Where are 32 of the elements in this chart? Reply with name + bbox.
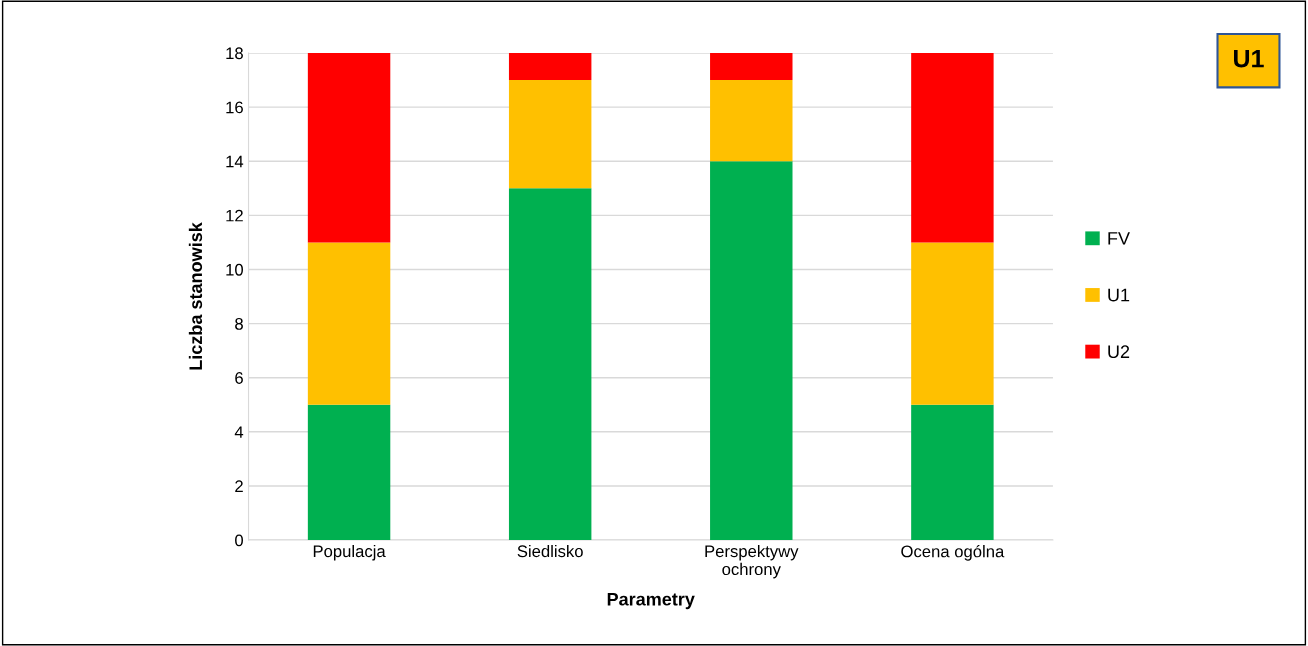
bar	[911, 404, 994, 541]
y-tick-label: 12	[226, 209, 243, 222]
bar	[710, 161, 793, 541]
text: U1	[1234, 49, 1264, 68]
legend-label: U1	[1108, 288, 1130, 302]
legend-label: U2	[1108, 345, 1130, 359]
x-axis-title: Parametry	[607, 592, 695, 610]
x-tick-label: Populacja	[313, 544, 386, 561]
bar	[307, 404, 391, 541]
bar	[508, 80, 592, 189]
bar	[710, 80, 793, 162]
x-tick-label: Ocena ogólna	[901, 544, 1005, 561]
y-tick-label: 16	[226, 101, 243, 114]
bar	[307, 52, 391, 243]
y-tick-label: 2	[235, 480, 243, 492]
bar	[307, 242, 391, 405]
y-tick-label: 14	[226, 155, 244, 168]
x-tick-label: Perspektywy ochrony	[705, 544, 799, 579]
y-tick-label: 4	[234, 426, 244, 438]
bar	[508, 188, 592, 541]
y-tick-label: 0	[235, 534, 244, 547]
bar	[710, 52, 793, 81]
y-tick-label: 18	[226, 47, 243, 60]
x-tick-label: Siedlisko	[517, 544, 583, 558]
y-tick-label: 8	[235, 317, 243, 330]
y-axis-title: Liczba stanowisk	[188, 222, 203, 370]
y-tick-label: 6	[235, 372, 243, 384]
bar	[911, 52, 994, 243]
bar	[911, 242, 994, 405]
y-tick-label: 10	[226, 263, 244, 276]
bar	[508, 52, 592, 81]
legend-label: FV	[1108, 232, 1130, 245]
